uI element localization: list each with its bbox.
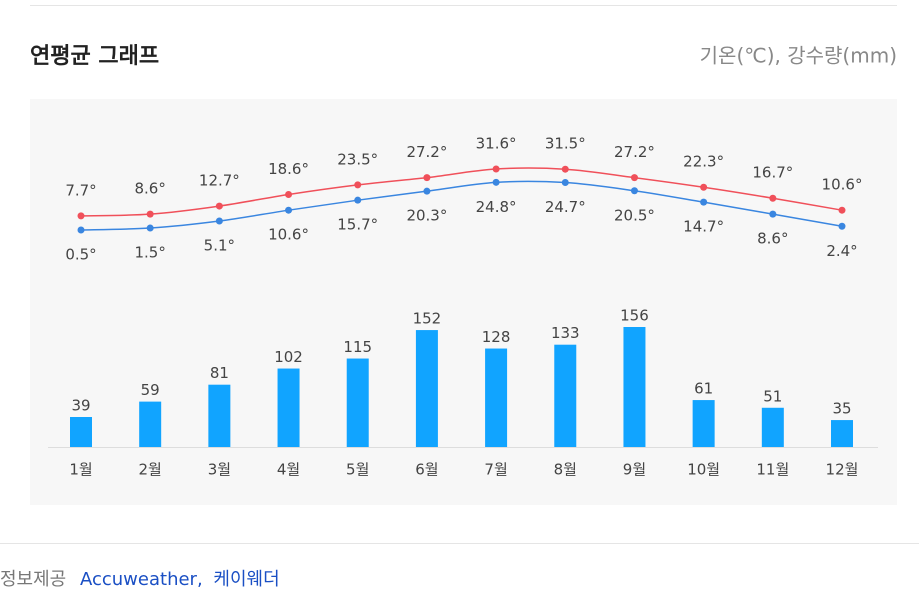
data-label: 39: [71, 397, 90, 415]
data-label: 22.3°: [683, 153, 724, 171]
point: [838, 206, 846, 214]
data-label: 23.5°: [337, 150, 378, 168]
data-label: 2.4°: [826, 242, 857, 260]
point: [838, 222, 846, 230]
provider-link[interactable]: Accuweather: [80, 569, 198, 590]
data-label: 128: [482, 328, 511, 346]
data-label: 115: [343, 338, 372, 356]
chart: 1월 2월 3월 4월 5월 6월 7월 8월 9월 10월 11월 12월 7.7° 8.6° 12.7°…: [65, 135, 862, 479]
data-label: 5.1°: [204, 236, 235, 254]
data-label: 31.6°: [476, 135, 517, 153]
x-tick-label: 4월: [277, 461, 300, 479]
data-label: 12.7°: [199, 172, 240, 190]
x-tick-label: 9월: [623, 461, 646, 479]
point: [700, 183, 708, 191]
separator: ,: [197, 569, 203, 590]
point: [146, 210, 154, 218]
data-label: 81: [210, 364, 229, 382]
data-label: 156: [620, 307, 649, 325]
data-label: 27.2°: [406, 143, 447, 161]
data-label: 102: [274, 348, 303, 366]
data-label: 0.5°: [65, 246, 96, 264]
data-label: 152: [413, 310, 442, 328]
point: [146, 224, 154, 232]
data-label: 31.5°: [545, 135, 586, 153]
data-label: 8.6°: [135, 180, 166, 198]
bar: [485, 348, 508, 447]
point: [215, 217, 223, 225]
x-tick-label: 2월: [139, 461, 162, 479]
x-tick-label: 6월: [415, 461, 438, 479]
point: [354, 196, 362, 204]
bar: [70, 417, 92, 447]
x-tick-label: 11월: [756, 461, 789, 479]
point: [630, 187, 638, 195]
x-tick-label: 5월: [346, 461, 369, 479]
x-tick-label: 8월: [554, 461, 577, 479]
data-label: 61: [694, 380, 713, 398]
data-label: 20.3°: [406, 207, 447, 225]
point: [561, 179, 569, 187]
x-tick-label: 1월: [69, 461, 92, 479]
data-label: 10.6°: [822, 176, 863, 194]
bar: [139, 401, 162, 447]
bar: [692, 400, 715, 447]
point: [630, 174, 638, 182]
line: [80, 180, 843, 231]
bar: [831, 420, 853, 447]
point: [769, 194, 777, 202]
section-title: 연평균 그래프: [30, 44, 159, 69]
point: [77, 226, 85, 234]
data-label: 59: [141, 381, 160, 399]
data-label: 8.6°: [757, 230, 788, 248]
bar: [208, 384, 231, 447]
data-label: 35: [832, 400, 851, 418]
chart-panel: [30, 99, 897, 505]
point: [561, 165, 569, 173]
bar: [277, 368, 300, 447]
data-label: 1.5°: [135, 244, 166, 262]
provider-link[interactable]: 케이웨더: [213, 569, 279, 590]
data-label: 15.7°: [337, 216, 378, 234]
data-label: 16.7°: [752, 164, 793, 182]
bar: [554, 344, 577, 447]
line: [80, 167, 843, 217]
bar: [623, 327, 646, 447]
point: [492, 178, 500, 186]
bar: [415, 330, 438, 447]
point: [423, 174, 431, 182]
bar: [346, 358, 369, 447]
bar: [761, 407, 784, 447]
point: [285, 206, 293, 214]
unit-note: 기온(℃), 강수량(mm): [700, 44, 897, 68]
point: [423, 187, 431, 195]
data-label: 10.6°: [268, 226, 309, 244]
point: [77, 212, 85, 220]
data-label: 27.2°: [614, 143, 655, 161]
point: [215, 202, 223, 210]
point: [492, 165, 500, 173]
data-label: 7.7°: [65, 181, 96, 199]
x-tick-label: 12월: [826, 461, 859, 479]
source: 정보제공 Accuweather, 케이웨더: [0, 569, 280, 590]
x-tick-label: 3월: [208, 461, 231, 479]
data-label: 51: [763, 387, 782, 405]
data-label: 14.7°: [683, 218, 724, 236]
data-label: 24.8°: [476, 198, 517, 216]
data-label: 20.5°: [614, 206, 655, 224]
data-label: 133: [551, 324, 580, 342]
point: [354, 181, 362, 189]
point: [769, 210, 777, 218]
x-tick-label: 7월: [484, 461, 507, 479]
source-label: 정보제공: [0, 569, 66, 590]
data-label: 18.6°: [268, 160, 309, 178]
point: [700, 198, 708, 206]
point: [285, 190, 293, 198]
x-tick-label: 10월: [687, 461, 720, 479]
data-label: 24.7°: [545, 198, 586, 216]
